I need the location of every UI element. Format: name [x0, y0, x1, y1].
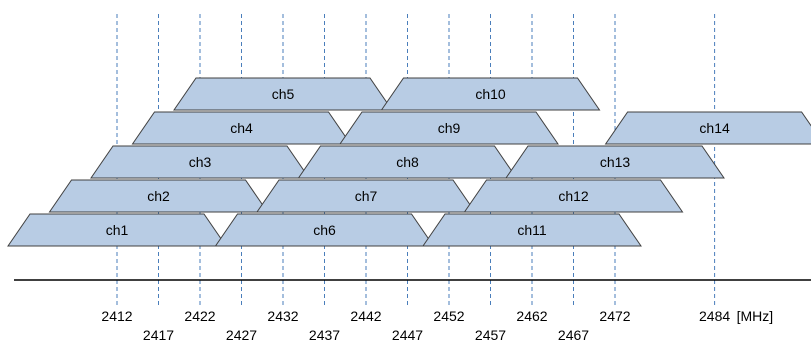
channel-label-ch11: ch11 — [517, 222, 547, 238]
channel-label-ch6: ch6 — [313, 222, 336, 238]
channel-label-ch8: ch8 — [396, 154, 419, 170]
channel-block-ch13 — [505, 145, 725, 179]
channel-block-ch10 — [380, 77, 601, 111]
tick-label-2452: 2452 — [433, 308, 464, 324]
tick-label-2462: 2462 — [516, 308, 547, 324]
channel-block-ch12 — [463, 179, 684, 213]
channel-label-ch10: ch10 — [475, 86, 506, 102]
channel-block-ch9 — [339, 111, 559, 145]
tick-label-2447: 2447 — [392, 327, 423, 340]
channel-label-ch1: ch1 — [106, 222, 129, 238]
channel-label-ch7: ch7 — [355, 188, 378, 204]
tick-label-2484: 2484 — [699, 308, 730, 324]
channel-block-ch11 — [422, 213, 642, 247]
channel-ch13: ch13 — [505, 145, 725, 179]
channel-label-ch13: ch13 — [600, 154, 631, 170]
channel-ch7: ch7 — [256, 179, 476, 213]
channel-ch6: ch6 — [214, 213, 435, 247]
channel-label-ch5: ch5 — [272, 86, 295, 102]
tick-label-2412: 2412 — [101, 308, 132, 324]
channel-label-ch3: ch3 — [189, 154, 212, 170]
channel-blocks: ch1 ch2 ch3 ch4 ch5 ch6 ch7 ch8 ch9 ch10 ch11 ch12 c… — [7, 77, 811, 247]
channel-ch12: ch12 — [463, 179, 684, 213]
tick-label-2422: 2422 — [184, 308, 215, 324]
tick-label-2442: 2442 — [350, 308, 381, 324]
channel-label-ch2: ch2 — [147, 188, 170, 204]
channel-block-ch14 — [604, 111, 811, 145]
channel-label-ch14: ch14 — [699, 120, 730, 136]
tick-label-2432: 2432 — [267, 308, 298, 324]
channel-ch3: ch3 — [90, 145, 310, 179]
channel-ch2: ch2 — [48, 179, 269, 213]
channel-ch14: ch14 — [604, 111, 811, 145]
channel-label-ch4: ch4 — [230, 120, 253, 136]
channel-label-ch12: ch12 — [558, 188, 589, 204]
channel-ch8: ch8 — [297, 145, 518, 179]
tick-label-2417: 2417 — [143, 327, 174, 340]
tick-label-2467: 2467 — [558, 327, 589, 340]
channel-ch10: ch10 — [380, 77, 601, 111]
channel-ch11: ch11 — [422, 213, 642, 247]
frequency-tick-labels: 2412 2417 2422 2427 2432 2437 2442 2447 2452 2457… — [101, 308, 730, 340]
channel-ch1: ch1 — [7, 213, 227, 247]
channel-ch9: ch9 — [339, 111, 559, 145]
tick-label-2472: 2472 — [599, 308, 630, 324]
tick-label-2437: 2437 — [309, 327, 340, 340]
channel-ch4: ch4 — [131, 111, 352, 145]
tick-label-2427: 2427 — [226, 327, 257, 340]
channel-label-ch9: ch9 — [438, 120, 461, 136]
axis-unit-label: [MHz] — [737, 308, 774, 324]
channel-ch5: ch5 — [173, 77, 393, 111]
tick-label-2457: 2457 — [475, 327, 506, 340]
